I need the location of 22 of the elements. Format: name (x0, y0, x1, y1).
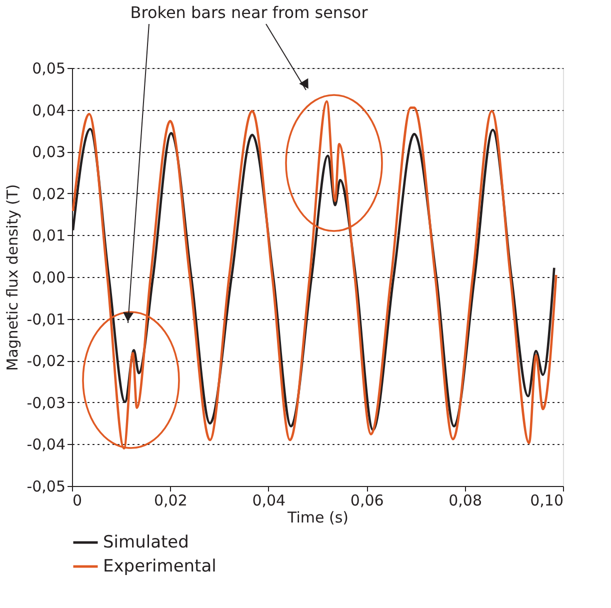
y-tick-label: -0,03 (26, 394, 66, 412)
x-axis-title: Time (s) (286, 508, 348, 526)
y-tick-label: -0,01 (26, 310, 66, 328)
y-tick-label: 0,04 (32, 101, 66, 120)
y-tick-label: -0,02 (26, 352, 66, 370)
y-tick-label: 0,05 (32, 60, 66, 78)
y-tick-label: 0,02 (32, 184, 66, 203)
y-tick-label: 0,00 (32, 268, 66, 286)
y-tick-label: 0,01 (32, 226, 66, 245)
legend-label: Simulated (103, 532, 189, 552)
text: Broken bars near from sensor (130, 3, 368, 22)
y-axis-title: Magnetic flux density (T) (4, 184, 22, 371)
x-tick-label: 0,08 (448, 492, 482, 510)
x-tick-label: 0,04 (252, 492, 286, 510)
legend-label: Experimental (103, 556, 216, 576)
x-tick-label: 0,02 (154, 492, 188, 510)
y-tick-label: 0,03 (32, 143, 66, 162)
x-tick-label: 0,06 (350, 492, 384, 510)
x-tick-label: 0 (72, 492, 82, 510)
x-tick-label: 0,10 (530, 492, 564, 510)
y-tick-label: -0,04 (26, 436, 66, 454)
y-tick-label: -0,05 (26, 478, 66, 496)
